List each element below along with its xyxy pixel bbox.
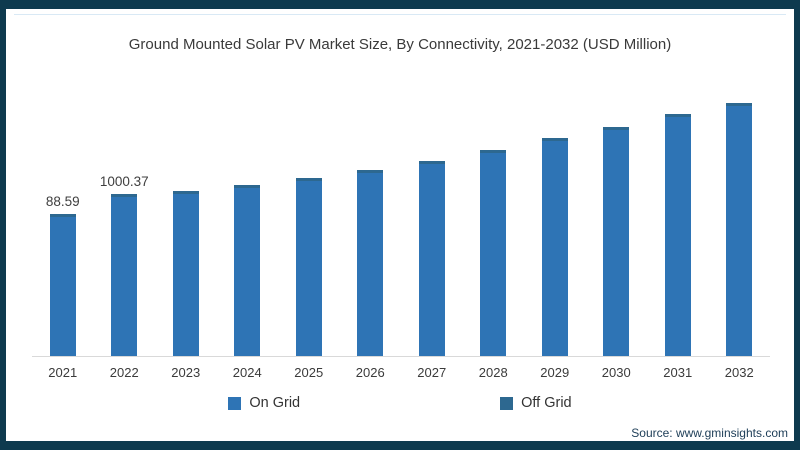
x-tick-label: 2026 bbox=[355, 365, 385, 380]
x-tick-label: 2030 bbox=[601, 365, 631, 380]
bar-segment-on-grid bbox=[726, 106, 753, 356]
bar-column bbox=[463, 93, 525, 356]
bar-segment-on-grid bbox=[295, 181, 322, 356]
x-tick-label: 2028 bbox=[478, 365, 508, 380]
x-tick-label: 2027 bbox=[417, 365, 447, 380]
bar-segment-on-grid bbox=[480, 153, 507, 356]
bar-segment-on-grid bbox=[541, 141, 568, 356]
bar-segment-off-grid bbox=[111, 194, 138, 197]
legend-label: Off Grid bbox=[521, 395, 572, 411]
bar-column bbox=[401, 93, 463, 356]
bar-column: 1000.37 bbox=[94, 93, 156, 356]
bar-segment-on-grid bbox=[357, 173, 384, 356]
x-tick-label: 2025 bbox=[294, 365, 324, 380]
bar-data-label: 1000.37 bbox=[99, 174, 149, 189]
x-tick-label: 2024 bbox=[232, 365, 262, 380]
bar-column bbox=[278, 93, 340, 356]
x-tick-label: 2029 bbox=[540, 365, 570, 380]
x-tick-label: 2023 bbox=[171, 365, 201, 380]
bar-segment-off-grid bbox=[418, 161, 445, 164]
x-tick-label: 2031 bbox=[663, 365, 693, 380]
legend-swatch bbox=[500, 396, 514, 410]
x-axis-labels: 2021 2022 2023 2024 2025 2026 2027 2028 2029 2030… bbox=[32, 365, 770, 380]
bar-segment-off-grid bbox=[172, 191, 199, 194]
bar-segment-off-grid bbox=[541, 138, 568, 141]
legend-label: On Grid bbox=[249, 395, 301, 411]
x-tick-label: 2021 bbox=[48, 365, 78, 380]
bar-segment-off-grid bbox=[234, 185, 261, 188]
legend-swatch bbox=[228, 396, 242, 410]
bar-column bbox=[709, 93, 771, 356]
bar-segment-off-grid bbox=[603, 127, 630, 130]
legend: On Grid Off Grid bbox=[6, 395, 794, 411]
bar-column: 88.59 bbox=[32, 93, 94, 356]
bar-segment-off-grid bbox=[357, 170, 384, 173]
bar-column bbox=[340, 93, 402, 356]
bar-segment-off-grid bbox=[664, 114, 691, 117]
bar-segment-off-grid bbox=[49, 214, 76, 217]
bar-segment-on-grid bbox=[234, 188, 261, 356]
bar-segment-on-grid bbox=[49, 217, 76, 356]
plot-area: 88.59 1000.37 bbox=[32, 93, 770, 357]
legend-item: On Grid bbox=[228, 395, 300, 411]
bar-column bbox=[524, 93, 586, 356]
bar-segment-on-grid bbox=[603, 130, 630, 356]
bar-segment-on-grid bbox=[172, 194, 199, 356]
x-tick-label: 2032 bbox=[724, 365, 754, 380]
bar-column bbox=[586, 93, 648, 356]
chart-title: Ground Mounted Solar PV Market Size, By … bbox=[128, 36, 672, 53]
bar-segment-off-grid bbox=[480, 150, 507, 153]
source-attribution: Source: www.gminsights.com bbox=[631, 426, 788, 440]
bar-segment-on-grid bbox=[418, 164, 445, 356]
bar-segment-off-grid bbox=[726, 103, 753, 106]
bar-column bbox=[155, 93, 217, 356]
legend-item: Off Grid bbox=[500, 395, 572, 411]
bar-segment-on-grid bbox=[111, 197, 138, 356]
bar-column bbox=[217, 93, 279, 356]
bar-segment-on-grid bbox=[664, 117, 691, 356]
bar-column bbox=[647, 93, 709, 356]
x-tick-label: 2022 bbox=[109, 365, 139, 380]
bar-segment-off-grid bbox=[295, 178, 322, 181]
bar-data-label: 88.59 bbox=[45, 194, 80, 209]
